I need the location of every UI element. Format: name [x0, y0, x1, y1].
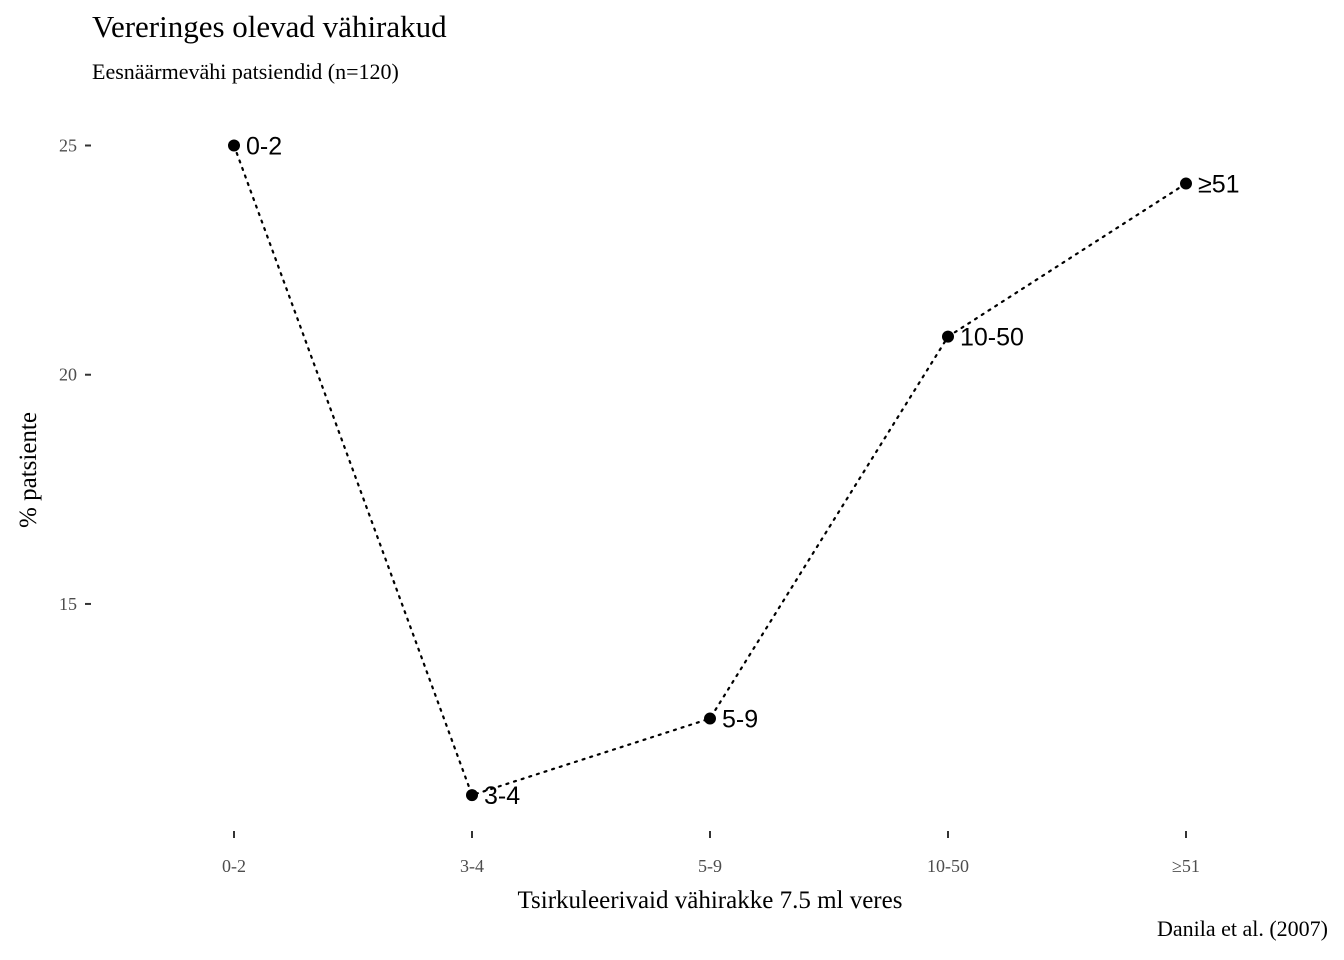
data-point [704, 712, 716, 725]
series-line [232, 144, 1188, 797]
y-tick-label: 25 [59, 136, 77, 156]
x-axis: 0-2 3-4 5-9 10-50 ≥51 [222, 831, 1200, 876]
data-label: 0-2 [246, 133, 282, 161]
x-tick-label: ≥51 [1172, 856, 1200, 876]
data-point [942, 330, 954, 343]
x-tick-label: 3-4 [460, 856, 484, 876]
series-layer: 0-2 3-4 5-9 10-50 ≥51 [228, 133, 1240, 810]
x-tick-label: 5-9 [698, 856, 722, 876]
chart-title: Vereringes olevad vähirakud [92, 9, 447, 44]
x-tick-label: 0-2 [222, 856, 246, 876]
x-tick-label: 10-50 [927, 856, 969, 876]
data-label: 5-9 [722, 706, 758, 734]
y-axis-title: % patsiente [15, 412, 42, 528]
y-tick-label: 15 [59, 594, 77, 614]
y-axis: 15 20 25 [59, 136, 91, 614]
chart-subtitle: Eesnäärmevähi patsiendid (n=120) [92, 59, 399, 84]
x-axis-title: Tsirkuleerivaid vähirakke 7.5 ml veres [518, 887, 903, 914]
y-tick-label: 20 [59, 365, 77, 385]
chart-caption: Danila et al. (2007) [1156, 916, 1328, 941]
data-point [228, 139, 240, 152]
data-label: ≥51 [1198, 171, 1240, 199]
data-point [466, 789, 478, 802]
data-label: 3-4 [484, 782, 520, 810]
data-point [1180, 177, 1192, 190]
data-label: 10-50 [960, 324, 1024, 352]
